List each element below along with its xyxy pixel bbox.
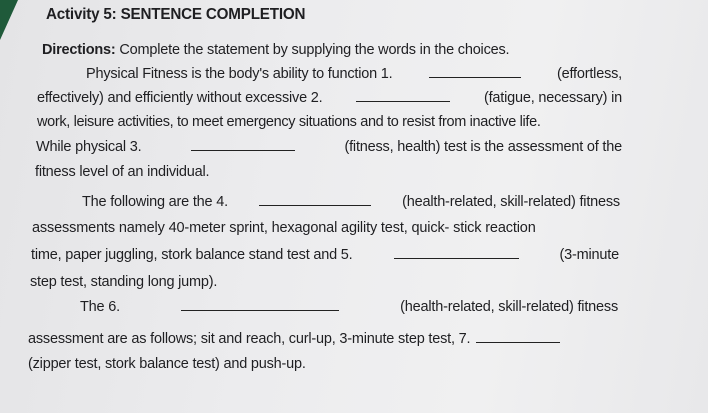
line-text: While physical 3. (36, 139, 142, 155)
choice-text: (fatigue, necessary) in (483, 90, 622, 106)
paragraph-line: assessments namely 40-meter sprint, hexa… (32, 220, 536, 236)
line-text: (zipper test, stork balance test) and pu… (28, 356, 306, 372)
answer-blank-5[interactable] (393, 257, 519, 259)
activity-title: Activity 5: SENTENCE COMPLETION (46, 6, 306, 23)
paragraph-line: time, paper juggling, stork balance stan… (31, 247, 619, 263)
green-folder-corner (0, 0, 18, 40)
paragraph-line: (zipper test, stork balance test) and pu… (28, 356, 306, 372)
answer-blank-3[interactable] (190, 149, 295, 151)
line-text: assessment are as follows; sit and reach… (28, 331, 471, 347)
line-text: fitness level of an individual. (35, 164, 210, 180)
line-text: effectively) and efficiently without exc… (37, 90, 323, 106)
choice-text: (health-related, skill-related) fitness (400, 299, 618, 315)
answer-blank-4[interactable] (259, 204, 372, 206)
paragraph-line: effectively) and efficiently without exc… (37, 90, 622, 106)
choice-text: (health-related, skill-related) fitness (402, 194, 620, 210)
answer-blank-1[interactable] (428, 76, 521, 78)
directions-label: Directions: (42, 42, 116, 58)
paragraph-line: While physical 3. (fitness, health) test… (36, 139, 622, 155)
line-text: work, leisure activities, to meet emerge… (37, 114, 541, 130)
paragraph-line: The 6. (health-related, skill-related) f… (80, 299, 618, 315)
answer-blank-7[interactable] (476, 341, 561, 343)
line-text: The 6. (80, 299, 120, 315)
paragraph-line: step test, standing long jump). (30, 274, 217, 290)
paragraph-line: assessment are as follows; sit and reach… (28, 331, 561, 347)
directions: Directions: Complete the statement by su… (42, 42, 510, 58)
paragraph-line: Physical Fitness is the body's ability t… (86, 66, 622, 82)
choice-text: (3-minute (559, 247, 620, 263)
line-text: Physical Fitness is the body's ability t… (86, 66, 393, 82)
answer-blank-2[interactable] (356, 100, 451, 102)
line-text: time, paper juggling, stork balance stan… (31, 247, 353, 263)
line-text: assessments namely 40-meter sprint, hexa… (32, 220, 536, 236)
line-text: The following are the 4. (82, 194, 228, 210)
choice-text: (fitness, health) test is the assessment… (344, 139, 622, 155)
paragraph-line: fitness level of an individual. (35, 164, 210, 180)
answer-blank-6[interactable] (181, 309, 340, 311)
line-text: step test, standing long jump). (30, 274, 218, 290)
paragraph-line: The following are the 4. (health-related… (82, 194, 620, 210)
paragraph-line: work, leisure activities, to meet emerge… (37, 114, 622, 130)
directions-text: Complete the statement by supplying the … (115, 42, 510, 58)
choice-text: (effortless, (556, 66, 622, 82)
